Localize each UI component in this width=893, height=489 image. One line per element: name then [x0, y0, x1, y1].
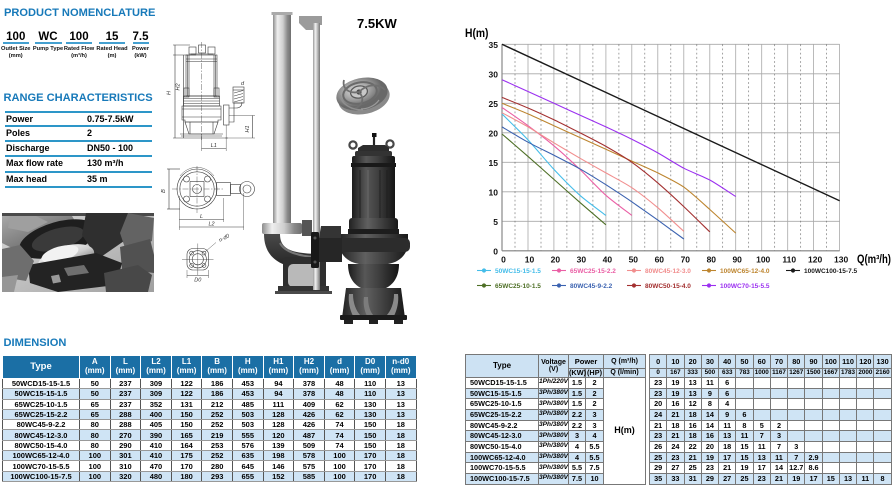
svg-text:0: 0	[501, 254, 506, 264]
svg-text:0: 0	[493, 247, 498, 257]
svg-text:50: 50	[629, 254, 639, 264]
svg-text:20: 20	[489, 129, 499, 139]
svg-text:110: 110	[782, 254, 796, 264]
svg-text:Q(m³/h): Q(m³/h)	[857, 254, 891, 266]
svg-text:70: 70	[681, 254, 691, 264]
svg-text:100: 100	[756, 254, 770, 264]
svg-text:L2: L2	[208, 222, 214, 228]
svg-text:30: 30	[577, 254, 587, 264]
svg-text:D0: D0	[194, 278, 202, 284]
svg-text:H1: H1	[245, 125, 251, 132]
svg-text:65WC25-10-1.5: 65WC25-10-1.5	[495, 283, 541, 290]
svg-text:90: 90	[732, 254, 742, 264]
svg-text:25: 25	[489, 99, 499, 109]
svg-text:10: 10	[525, 254, 535, 264]
svg-text:80WC45-12-3.0: 80WC45-12-3.0	[645, 268, 691, 275]
svg-text:130: 130	[834, 254, 848, 264]
svg-text:15: 15	[489, 158, 499, 168]
svg-text:30: 30	[489, 70, 499, 80]
svg-text:100WC65-12-4.0: 100WC65-12-4.0	[720, 268, 770, 275]
svg-text:L1: L1	[211, 143, 217, 149]
svg-text:L: L	[200, 214, 203, 220]
svg-text:H: H	[167, 91, 173, 95]
svg-text:20: 20	[551, 254, 561, 264]
svg-text:100WC70-15-5.5: 100WC70-15-5.5	[720, 283, 770, 290]
svg-text:10: 10	[489, 188, 499, 198]
svg-text:d: d	[241, 81, 245, 87]
svg-text:60: 60	[655, 254, 665, 264]
svg-text:50WC15-15-1.5: 50WC15-15-1.5	[495, 268, 541, 275]
svg-text:120: 120	[808, 254, 822, 264]
svg-text:100WC100-15-7.5: 100WC100-15-7.5	[804, 268, 857, 275]
svg-text:35: 35	[489, 40, 499, 50]
svg-text:40: 40	[603, 254, 613, 264]
svg-text:n-d0: n-d0	[218, 233, 231, 244]
svg-text:H2: H2	[176, 83, 182, 90]
svg-text:80WC45-9-2.2: 80WC45-9-2.2	[570, 283, 613, 290]
svg-text:80WC50-15-4.0: 80WC50-15-4.0	[645, 283, 691, 290]
svg-text:5: 5	[493, 217, 498, 227]
svg-text:80: 80	[707, 254, 717, 264]
svg-text:65WC25-15-2.2: 65WC25-15-2.2	[570, 268, 616, 275]
svg-text:B: B	[161, 189, 167, 193]
svg-text:H(m): H(m)	[465, 28, 489, 40]
